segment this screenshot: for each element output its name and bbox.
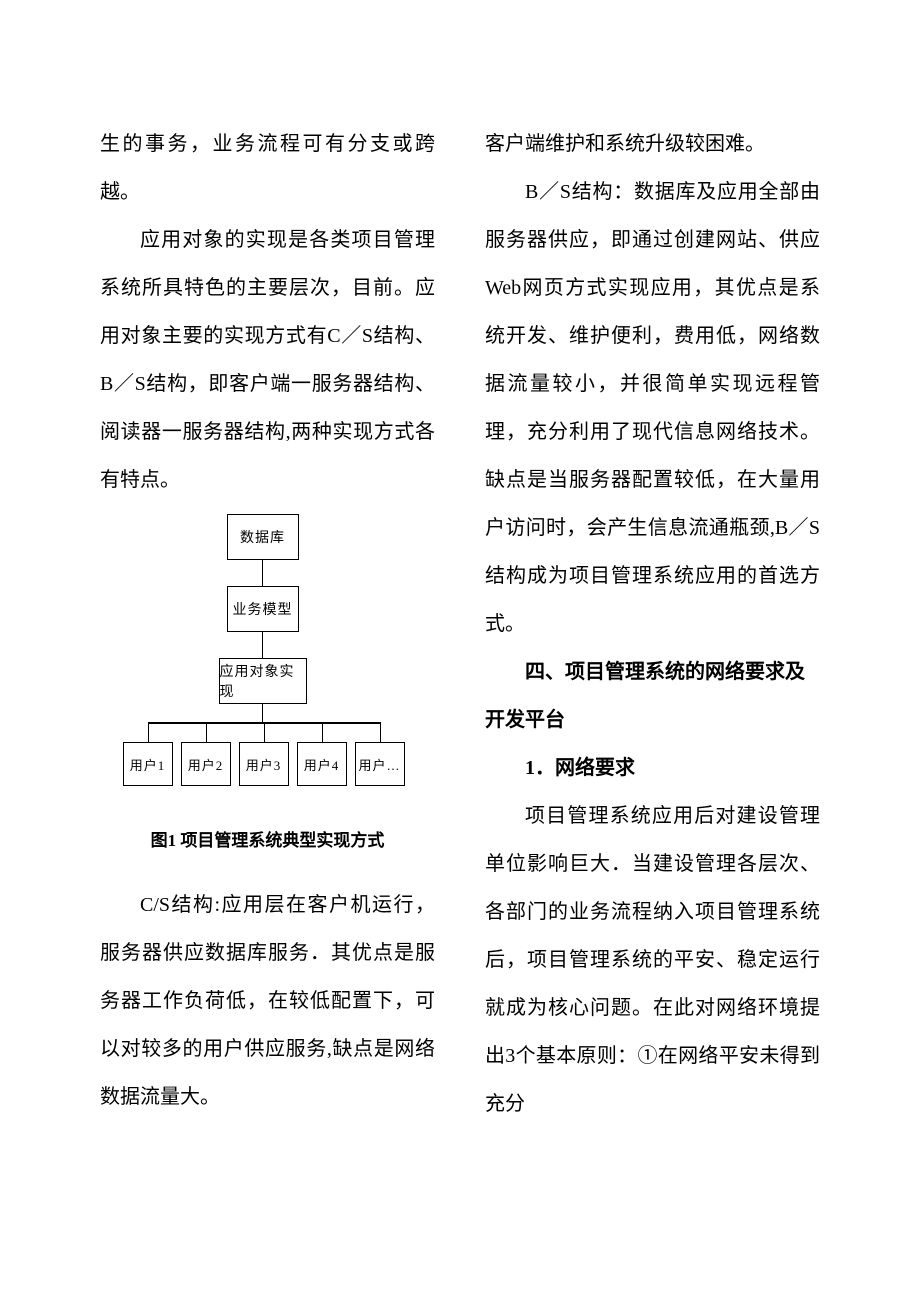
figure-1: 数据库 业务模型 应用对象实现 用户1	[100, 514, 435, 851]
col1-para2: 应用对象的实现是各类项目管理系统所具特色的主要层次，目前。应用对象主要的实现方式…	[100, 216, 435, 504]
edge-app-branch	[262, 704, 264, 722]
page-container: 生的事务，业务流程可有分支或跨越。 应用对象的实现是各类项目管理系统所具特色的主…	[100, 120, 820, 1222]
edge-drop-3	[264, 722, 266, 742]
col1-para1: 生的事务，业务流程可有分支或跨越。	[100, 120, 435, 216]
edge-drop-1	[148, 722, 150, 742]
node-user1: 用户1	[123, 742, 173, 786]
left-column: 生的事务，业务流程可有分支或跨越。 应用对象的实现是各类项目管理系统所具特色的主…	[100, 120, 435, 1222]
col1-para3: C/S结构:应用层在客户机运行，服务器供应数据库服务．其优点是服务器工作负荷低，…	[100, 881, 435, 1121]
node-user4: 用户4	[297, 742, 347, 786]
col2-para3: 项目管理系统应用后对建设管理单位影响巨大．当建设管理各层次、各部门的业务流程纳入…	[485, 792, 820, 1128]
right-column: 客户端维护和系统升级较困难。 B／S结构：数据库及应用全部由服务器供应，即通过创…	[485, 120, 820, 1222]
edge-db-model	[262, 560, 264, 586]
heading-section-4: 四、项目管理系统的网络要求及开发平台	[485, 648, 820, 744]
edge-drop-2	[206, 722, 208, 742]
edge-drop-4	[322, 722, 324, 742]
node-user3: 用户3	[239, 742, 289, 786]
flowchart: 数据库 业务模型 应用对象实现 用户1	[113, 514, 413, 814]
node-database: 数据库	[227, 514, 299, 560]
edge-drop-5	[380, 722, 382, 742]
subheading-network-req: 1．网络要求	[485, 744, 820, 792]
node-app: 应用对象实现	[219, 658, 307, 704]
edge-model-app	[262, 632, 264, 658]
node-model: 业务模型	[227, 586, 299, 632]
node-user2: 用户2	[181, 742, 231, 786]
node-user5: 用户…	[355, 742, 405, 786]
col2-para1: 客户端维护和系统升级较困难。	[485, 120, 820, 168]
figure-caption: 图1 项目管理系统典型实现方式	[151, 826, 385, 851]
col2-para2: B／S结构：数据库及应用全部由服务器供应，即通过创建网站、供应Web网页方式实现…	[485, 168, 820, 648]
